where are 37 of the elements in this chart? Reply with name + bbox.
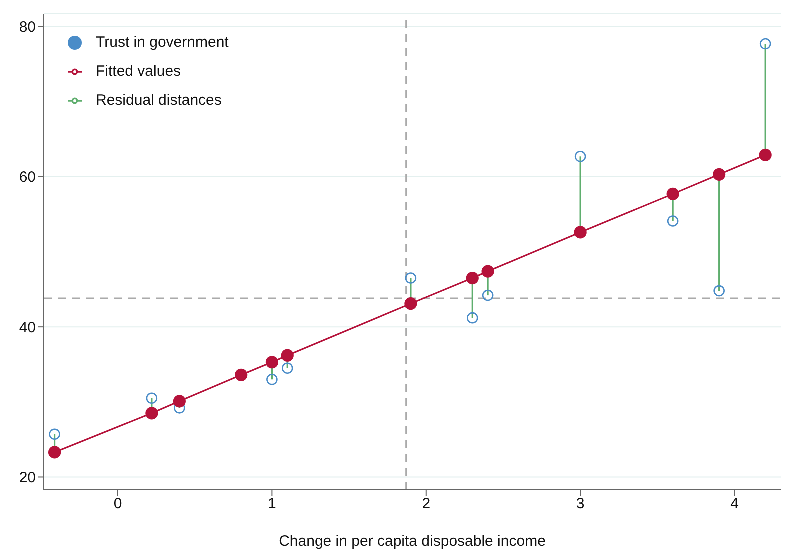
x-tick-label: 3: [576, 496, 585, 513]
point: [666, 188, 680, 200]
x-tick-label: 1: [268, 496, 276, 513]
y-tick-label: 40: [19, 319, 36, 336]
legend-label: Fitted values: [96, 63, 182, 80]
x-axis-title: Change in per capita disposable income: [279, 533, 546, 550]
point: [173, 395, 186, 408]
y-tick-label: 80: [19, 19, 36, 36]
x-tick-label: 2: [422, 496, 431, 513]
point: [466, 312, 478, 324]
x-tick-label: 0: [114, 496, 122, 513]
point: [713, 168, 726, 181]
point: [282, 362, 294, 374]
point: [574, 151, 586, 162]
point: [48, 446, 62, 459]
point: [266, 356, 278, 369]
point: [146, 392, 158, 404]
legend-label: Trust in government: [96, 34, 229, 51]
x-tick-label: 4: [730, 496, 739, 513]
point: [49, 428, 60, 440]
point: [281, 349, 294, 362]
point: [235, 368, 248, 382]
y-tick-label: 20: [19, 470, 36, 487]
point: [482, 290, 494, 302]
point: [667, 216, 679, 227]
point: [760, 38, 772, 50]
point: [404, 298, 418, 310]
point: [482, 265, 494, 278]
point: [714, 285, 725, 297]
y-tick-label: 60: [19, 169, 36, 186]
point: [266, 374, 278, 386]
point: [146, 407, 158, 420]
point: [574, 226, 587, 239]
point: [405, 272, 417, 284]
point: [759, 148, 772, 162]
point: [466, 272, 479, 285]
legend-label: Residual distances: [96, 92, 222, 109]
